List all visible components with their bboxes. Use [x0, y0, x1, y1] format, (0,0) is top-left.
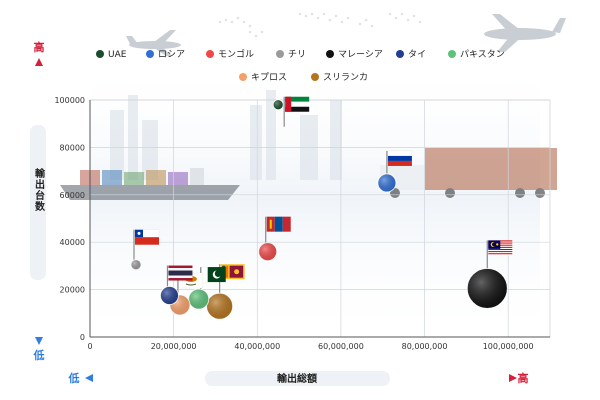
axes — [89, 100, 550, 338]
tick-labels: 0 20,000,000 40,000,000 60,000,000 80,000,00… — [54, 96, 533, 351]
y-tick-label: 100000 — [54, 96, 85, 105]
data-point-malaysia — [466, 240, 513, 309]
legend-swatch — [96, 50, 104, 58]
x-low-label: 低 — [68, 371, 80, 385]
legend-swatch — [206, 50, 214, 58]
y-tick-label: 60000 — [60, 191, 85, 200]
bubble-shade — [188, 289, 209, 310]
bubble-shade — [377, 173, 396, 192]
bubble-shade — [273, 99, 284, 110]
srilanka-flag — [219, 264, 245, 295]
bubble-shade — [467, 268, 508, 309]
legend-label: UAE — [108, 50, 127, 60]
x-axis-direction-arrow — [85, 374, 517, 382]
x-tick-label: 40,000,000 — [234, 342, 280, 351]
x-high-label: 高 — [518, 371, 529, 385]
legend-label: モンゴル — [218, 48, 254, 60]
bubble-shade — [206, 293, 233, 320]
x-tick-label: 20,000,000 — [151, 342, 197, 351]
data-point-thailand — [160, 265, 193, 305]
ylabel-pill — [30, 125, 46, 280]
legend-label: マレーシア — [338, 50, 383, 60]
y-axis-title: 輸出台数 — [33, 167, 45, 212]
y-tick-label: 20000 — [60, 286, 85, 295]
data-points — [130, 96, 513, 320]
legend-item: パキスタン — [448, 49, 505, 60]
legend-swatch — [326, 50, 334, 58]
x-tick-label: 60,000,000 — [318, 342, 364, 351]
x-tick-label: 0 — [87, 342, 92, 351]
data-point-mongolia — [258, 216, 291, 262]
legend-item: ロシア — [146, 50, 185, 60]
legend-swatch — [448, 50, 456, 58]
bubble-shade — [258, 242, 277, 261]
legend-label: タイ — [408, 49, 426, 60]
airplane-right-icon — [484, 14, 566, 52]
legend-item: スリランカ — [311, 72, 368, 83]
data-point-srilanka — [206, 264, 245, 320]
legend-label: キプロス — [251, 72, 287, 83]
legend-swatch — [396, 50, 404, 58]
legend-item: キプロス — [239, 72, 287, 83]
uae-flag — [283, 96, 310, 127]
bubble-shade — [160, 286, 179, 305]
legend-item: マレーシア — [326, 50, 383, 60]
y-tick-label: 0 — [80, 333, 85, 342]
legend-label: パキスタン — [460, 49, 505, 60]
legend-item: UAE — [96, 50, 127, 60]
airplane-left-icon — [126, 30, 181, 56]
city-skyline — [110, 90, 342, 180]
malaysia-flag — [486, 240, 513, 271]
world-map-dots — [218, 12, 422, 38]
x-tick-label: 100,000,000 — [483, 342, 534, 351]
legend-swatch — [276, 50, 284, 58]
legend-item: チリ — [276, 49, 306, 60]
bubble-shade — [131, 259, 141, 270]
legend-swatch — [239, 73, 247, 81]
chile-flag — [133, 229, 160, 260]
data-point-chile — [130, 229, 160, 271]
legend-item: タイ — [396, 49, 426, 60]
y-tick-label: 40000 — [60, 238, 85, 247]
y-tick-label: 80000 — [60, 143, 85, 152]
x-tick-label: 80,000,000 — [402, 342, 448, 351]
data-point-russia — [377, 150, 413, 193]
y-axis-direction-arrow — [35, 58, 43, 345]
data-point-pakistan — [188, 266, 226, 310]
truck-icon — [380, 148, 557, 198]
y-low-label: 低 — [33, 348, 45, 362]
legend-item: モンゴル — [206, 48, 254, 60]
legend-label: ロシア — [158, 50, 185, 60]
legend-label: チリ — [288, 49, 306, 60]
legend-label: スリランカ — [323, 72, 368, 83]
mongolia-flag — [265, 216, 291, 247]
cargo-ship-icon — [60, 168, 240, 200]
legend-swatch — [311, 73, 319, 81]
y-high-label: 高 — [34, 40, 45, 54]
legend-swatch — [146, 50, 154, 58]
x-axis-title: 輸出総額 — [277, 372, 317, 385]
data-point-uae — [272, 96, 310, 127]
